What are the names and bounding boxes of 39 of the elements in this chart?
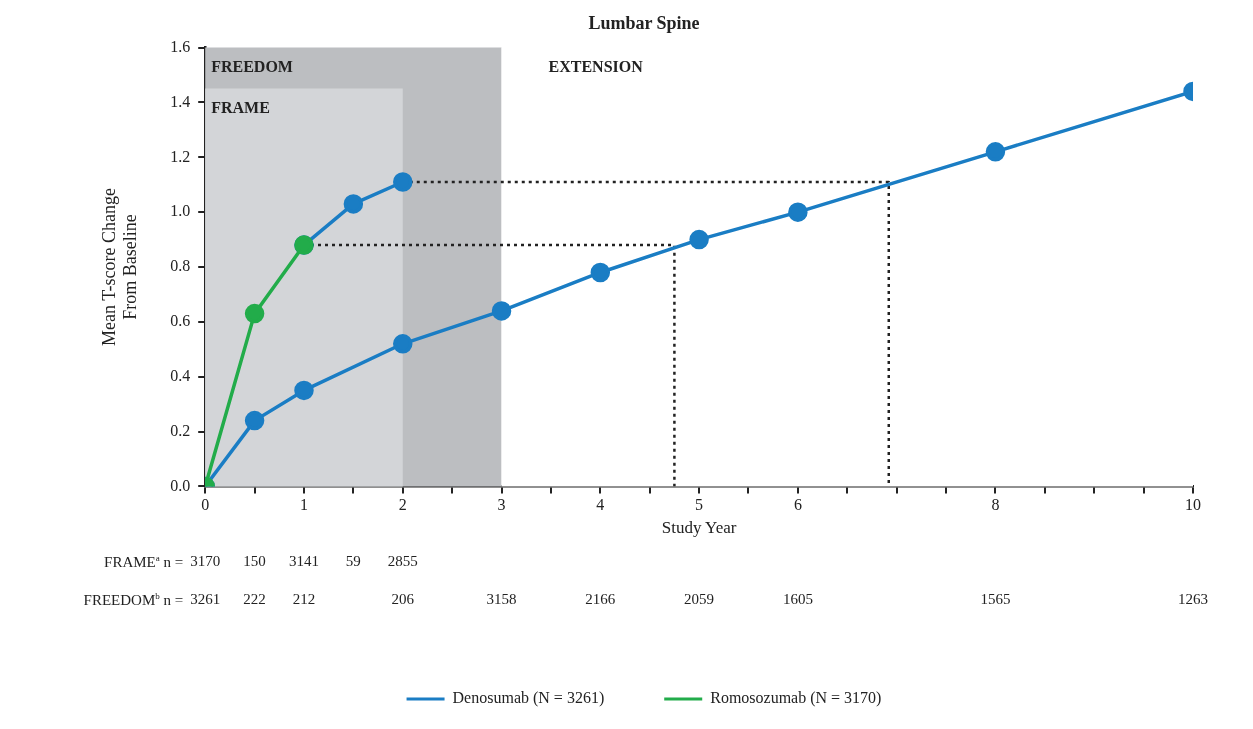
y-tick-label: 1.4 [170, 92, 191, 110]
x-tick-label: 3 [497, 496, 506, 514]
y-tick-label: 1.0 [170, 202, 191, 220]
band-label: FREEDOM [211, 58, 293, 76]
point [244, 410, 265, 431]
point [590, 262, 611, 283]
y-tick-label: 0.4 [170, 366, 191, 384]
chart-title: Lumbar Spine [588, 13, 700, 34]
legend-label: Denosumab (N = 3261) [452, 689, 605, 708]
y-tick-label: 0.0 [170, 476, 191, 494]
text: FRAME$^{a}$ n = 3170 150 3141 59 2855 [104, 553, 418, 570]
x-tick-label: 0 [201, 496, 210, 514]
y-tick-label: 1.6 [170, 37, 191, 55]
text: FREEDOM$^{b}$ n = 3261 222 212 206 3158 2166 2059 1605 1565 1263 [83, 591, 1208, 608]
y-axis-title: Mean T-score Change From Baseline [98, 188, 141, 346]
point [343, 194, 364, 214]
x-axis-title: Study Year [661, 518, 737, 538]
point [985, 142, 1006, 162]
point [689, 229, 709, 250]
point [294, 380, 314, 401]
point [491, 301, 512, 321]
y-tick-label: 0.6 [170, 312, 191, 330]
x-tick-label: 8 [991, 496, 1000, 514]
band-label: EXTENSION [548, 58, 644, 76]
point [244, 303, 265, 324]
x-tick-label: 4 [596, 496, 605, 514]
x-tick-label: 2 [398, 496, 407, 514]
y-tick-label: 0.8 [170, 257, 191, 275]
band-label: FRAME [211, 99, 270, 117]
x-tick-label: 5 [695, 496, 704, 514]
point [393, 172, 413, 192]
x-tick-label: 1 [299, 496, 308, 514]
legend-label: Romosozumab (N = 3170) [710, 689, 882, 708]
point [788, 202, 808, 222]
y-tick-label: 0.2 [170, 421, 191, 439]
x-tick-label: 6 [793, 496, 802, 514]
point [393, 334, 413, 354]
y-tick-label: 1.2 [170, 147, 191, 165]
x-tick-label: 10 [1185, 496, 1201, 514]
